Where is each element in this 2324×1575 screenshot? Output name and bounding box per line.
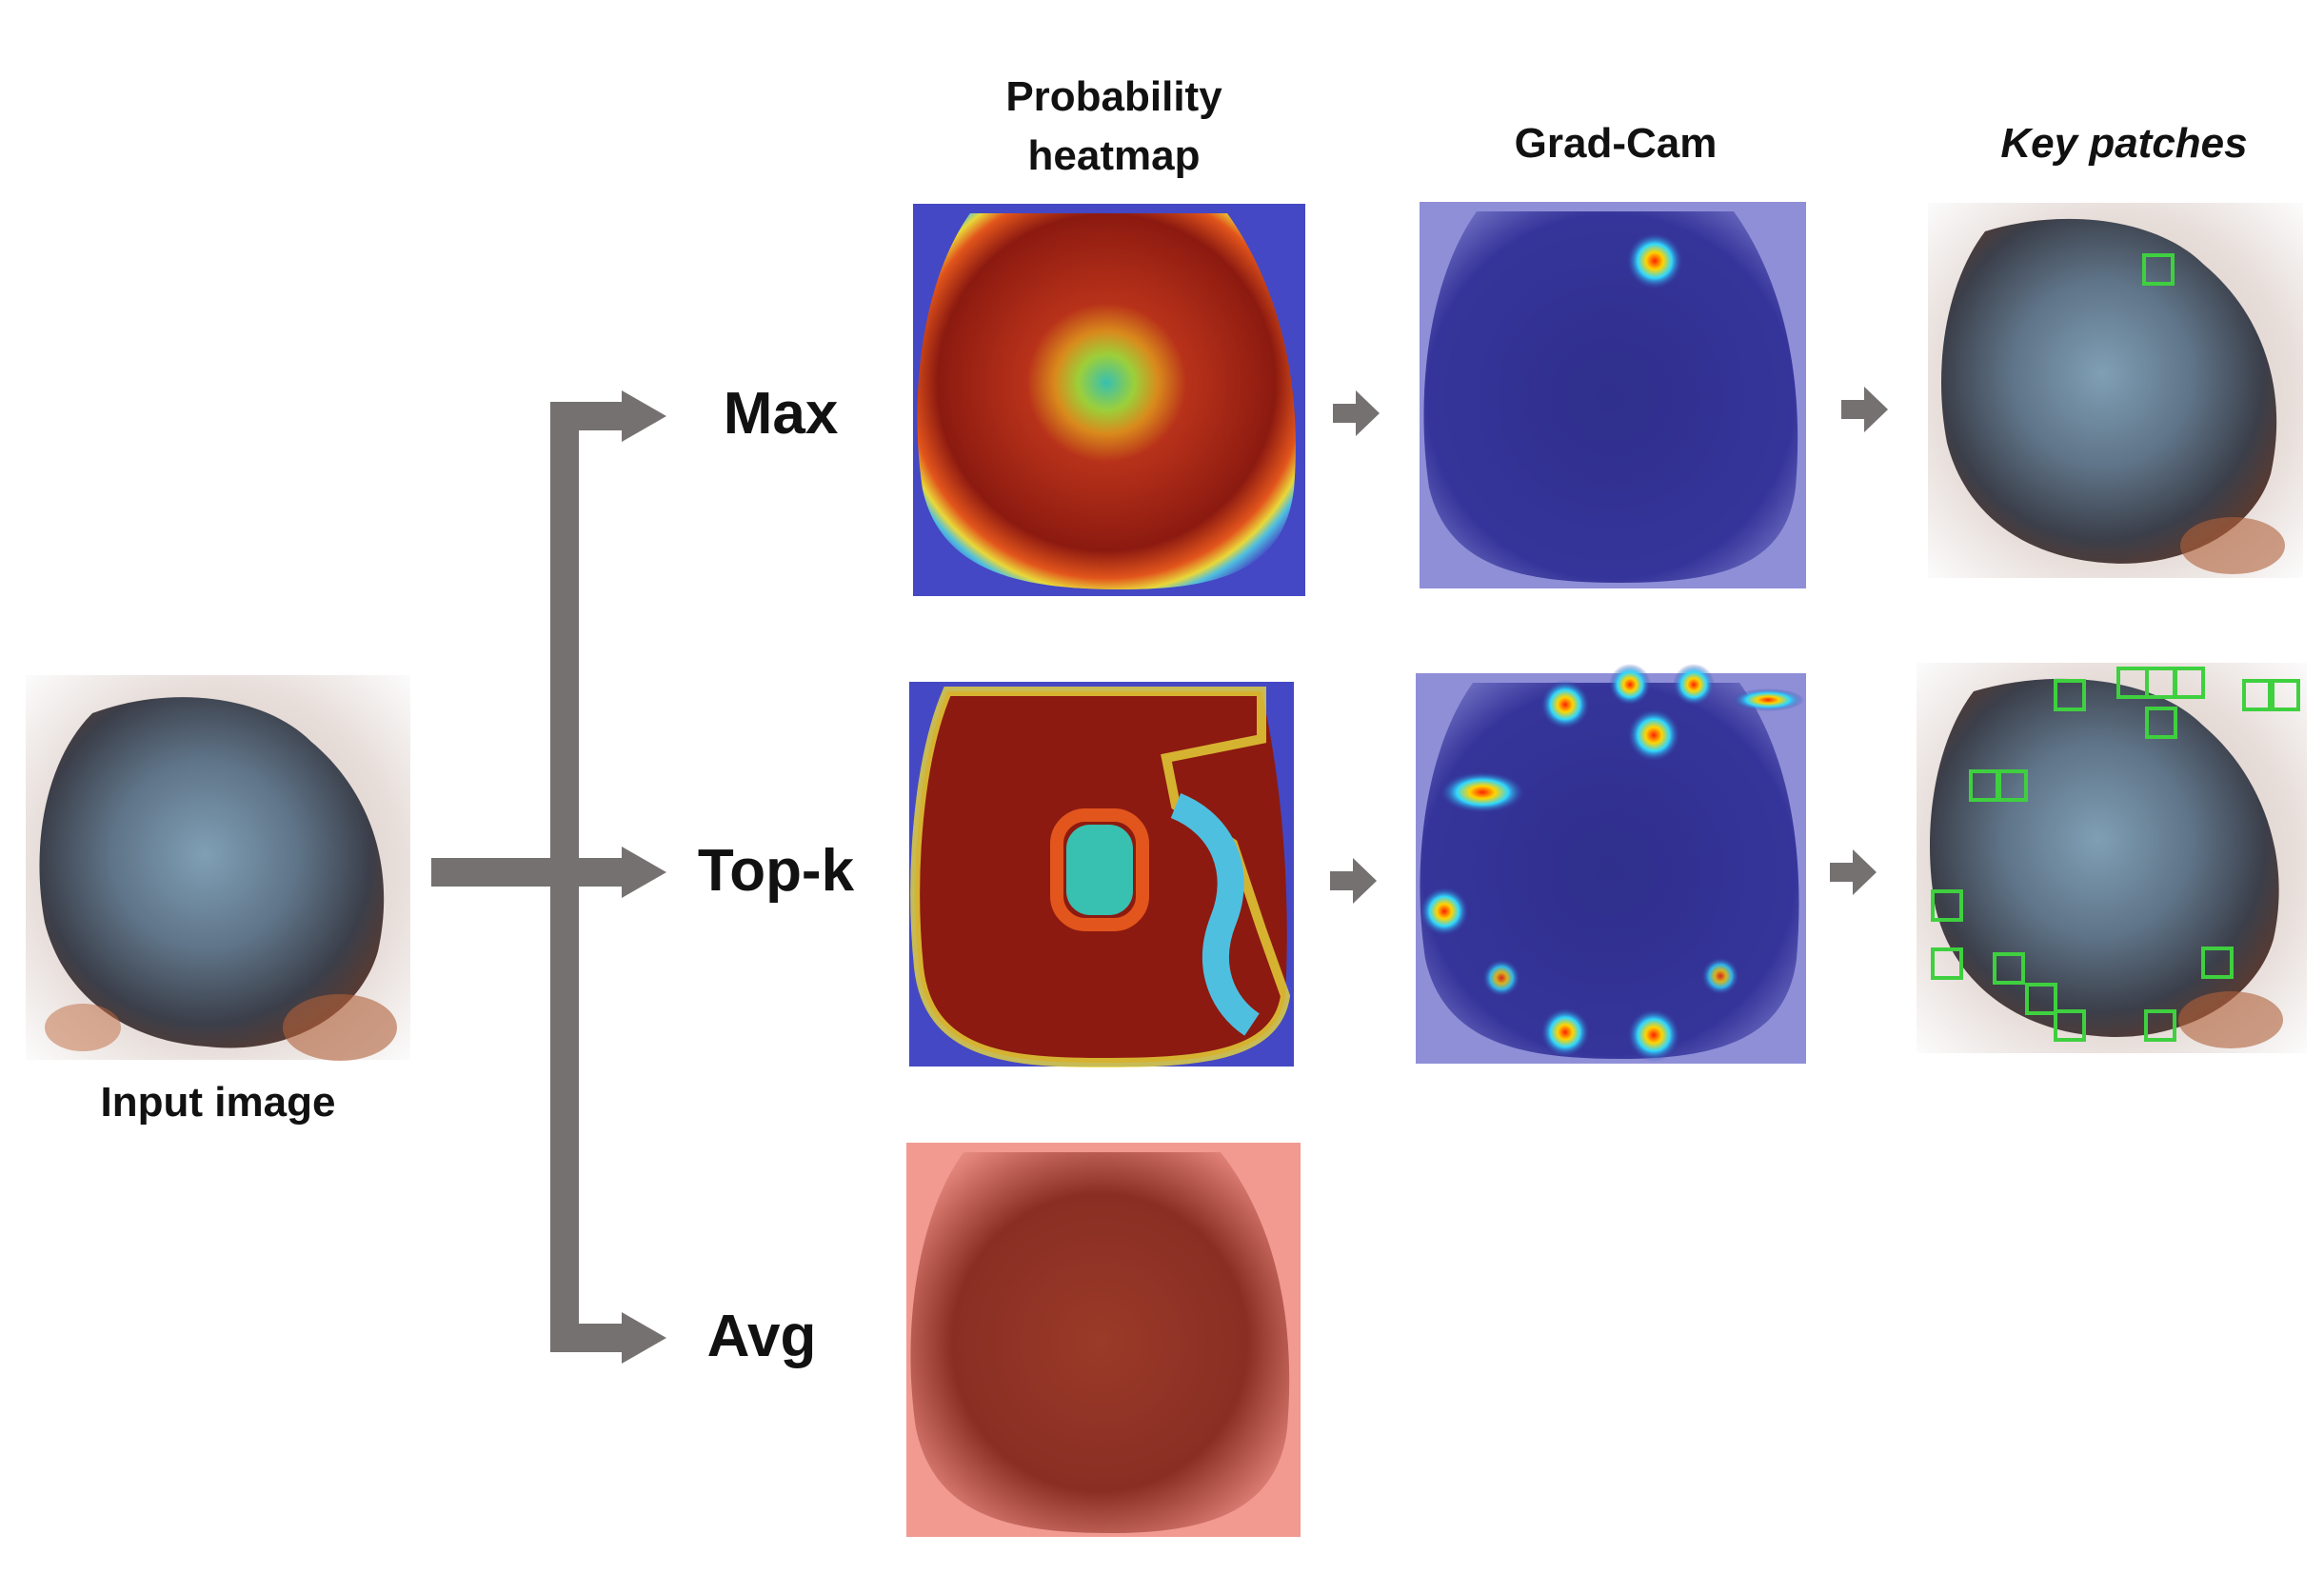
right-arrow-icon (1830, 849, 1877, 895)
prob-heatmap-avg (906, 1143, 1301, 1537)
gradcam-topk (1416, 664, 1806, 1064)
prob-heatmap-topk (909, 682, 1294, 1068)
right-arrow-icon (1330, 858, 1377, 904)
input-image-label: Input image (101, 1079, 336, 1126)
input-image (26, 675, 410, 1061)
branch-label-avg: Avg (707, 1304, 817, 1369)
key-patches-max (1928, 203, 2303, 578)
patch-box (2142, 253, 2175, 286)
key-patches-topk (1917, 663, 2307, 1053)
branch-label-max: Max (724, 381, 839, 447)
column-header-probability-line2: heatmap (1028, 132, 1201, 179)
column-header-gradcam: Grad-Cam (1515, 120, 1718, 167)
branch-label-topk: Top-k (698, 838, 855, 904)
column-header-key-patches: Key patches (2000, 120, 2247, 167)
branch-arrow-icon (431, 390, 666, 1364)
right-arrow-icon (1333, 390, 1380, 436)
gradcam-max (1420, 202, 1806, 588)
right-arrow-icon (1841, 387, 1888, 432)
column-header-probability-line1: Probability (1005, 73, 1222, 120)
patch-box (1931, 667, 2300, 1042)
prob-heatmap-max (913, 204, 1305, 596)
